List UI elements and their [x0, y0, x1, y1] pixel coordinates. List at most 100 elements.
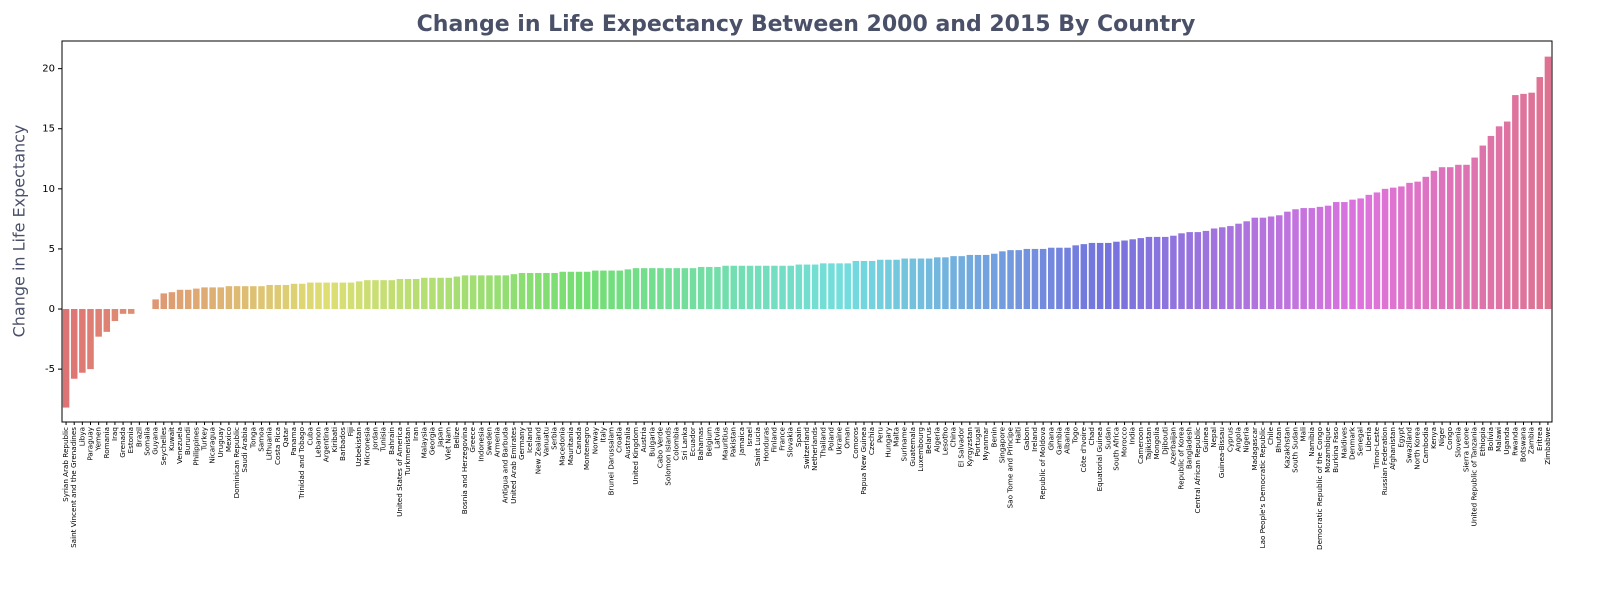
bar: [1227, 226, 1234, 310]
x-tick-label: Cameroon: [1136, 427, 1145, 464]
y-tick-label: 0: [49, 304, 55, 315]
x-tick-label: China: [949, 427, 958, 448]
x-tick-label: Japan: [436, 427, 445, 448]
x-tick-label: Burundi: [183, 427, 192, 455]
bar: [592, 270, 599, 310]
bar: [901, 258, 908, 310]
bar: [583, 271, 591, 310]
bar: [958, 256, 965, 310]
x-tick-label: Croatia: [615, 427, 624, 453]
bar: [771, 265, 778, 310]
x-tick-label: Netherlands: [810, 427, 819, 471]
bar: [266, 284, 273, 310]
bar: [233, 286, 241, 310]
bar: [1056, 247, 1063, 310]
bar: [1349, 199, 1356, 310]
bar: [1251, 217, 1259, 310]
bar: [722, 265, 729, 310]
x-tick-label: Dominican Republic: [232, 427, 241, 498]
bar: [1039, 248, 1047, 310]
x-tick-label: Zambia: [1527, 427, 1536, 454]
bar: [274, 284, 282, 310]
x-tick-label: Republic of Korea: [1177, 427, 1186, 490]
bar: [1316, 206, 1324, 310]
x-tick-label: Cambodia: [1421, 427, 1430, 463]
bar: [836, 263, 843, 310]
x-tick-label: Benin: [989, 427, 998, 447]
bar: [1202, 230, 1210, 310]
bar: [1373, 192, 1381, 310]
x-tick-label: Ireland: [1030, 427, 1039, 452]
bar: [201, 287, 208, 310]
x-tick-label: Vanuatu: [541, 427, 550, 457]
bar: [754, 265, 762, 310]
x-tick-label: Sweden: [484, 427, 493, 455]
bar: [152, 299, 159, 310]
x-tick-label: Guyana: [151, 427, 160, 455]
bar: [974, 254, 982, 310]
bar: [1389, 187, 1397, 310]
x-tick-label: Gambia: [1054, 427, 1063, 455]
x-tick-label: Afghanistan: [1388, 427, 1397, 470]
x-tick-label: North Korea: [1413, 427, 1422, 470]
bar: [885, 259, 892, 310]
bar: [1275, 215, 1283, 310]
x-tick-label: Portugal: [973, 427, 982, 457]
x-tick-label: Jamaica: [737, 427, 746, 456]
x-tick-label: Sao Tome and Principe: [1006, 426, 1015, 508]
bar: [217, 287, 225, 310]
bar: [1088, 242, 1096, 310]
bar: [551, 272, 558, 310]
x-tick-label: Belize: [452, 426, 461, 448]
x-tick-label: Australia: [623, 427, 632, 459]
bar: [184, 289, 192, 310]
bar: [535, 272, 542, 310]
bar: [999, 251, 1006, 310]
x-tick-label: Swaziland: [1405, 427, 1414, 463]
x-tick-label: Papua New Guinea: [859, 427, 868, 495]
bar: [1414, 181, 1421, 310]
x-tick-label: Liberia: [1364, 427, 1373, 451]
x-tick-label: Libya: [77, 427, 86, 446]
x-tick-label: Mexico: [224, 427, 233, 452]
x-tick-label: Mali: [1299, 427, 1308, 442]
x-tick-label: Romania: [102, 427, 111, 458]
bar: [1121, 240, 1128, 310]
x-tick-label: Congo: [1445, 427, 1454, 450]
x-tick-label: Bhutan: [1274, 427, 1283, 453]
x-tick-label: Czechia: [867, 427, 876, 455]
x-tick-label: Suriname: [900, 426, 909, 461]
bar: [616, 270, 623, 310]
x-tick-label: Gabon: [1022, 427, 1031, 451]
bar: [1178, 233, 1185, 310]
x-tick-label: Guinea-Bissau: [1217, 427, 1226, 478]
x-tick-label: Democratic Republic of the Congo: [1315, 427, 1324, 550]
x-tick-label: South Africa: [1111, 427, 1120, 471]
x-tick-label: Viet Nam: [444, 427, 453, 460]
x-tick-label: Kiribati: [330, 427, 339, 452]
x-tick-label: Cuba: [305, 427, 314, 446]
x-tick-label: United Republic of Tanzania: [1470, 427, 1479, 526]
bar: [673, 268, 680, 310]
x-tick-label: Uzbekistan: [354, 427, 363, 467]
bar: [1446, 167, 1454, 310]
x-tick-label: Kazakhstan: [1282, 427, 1291, 468]
bar: [315, 282, 322, 310]
bar: [355, 281, 363, 310]
x-tick-label: Belarus: [924, 427, 933, 454]
x-tick-label: Germany: [517, 426, 526, 460]
bar: [1161, 236, 1169, 310]
bar: [925, 258, 933, 310]
bar: [469, 275, 477, 310]
bar: [250, 286, 257, 310]
x-tick-label: Georgia: [427, 427, 436, 455]
bar: [510, 274, 518, 310]
x-tick-label: Qatar: [281, 427, 290, 447]
x-tick-label: Bahrain: [387, 427, 396, 455]
x-tick-label: Iran: [411, 427, 420, 441]
x-tick-label: Micronesia: [362, 427, 371, 465]
x-tick-label: Brazil: [134, 427, 143, 447]
x-tick-label: United Arab Emirates: [509, 427, 518, 504]
bar: [1235, 223, 1242, 310]
x-tick-label: Fiji: [346, 427, 355, 437]
